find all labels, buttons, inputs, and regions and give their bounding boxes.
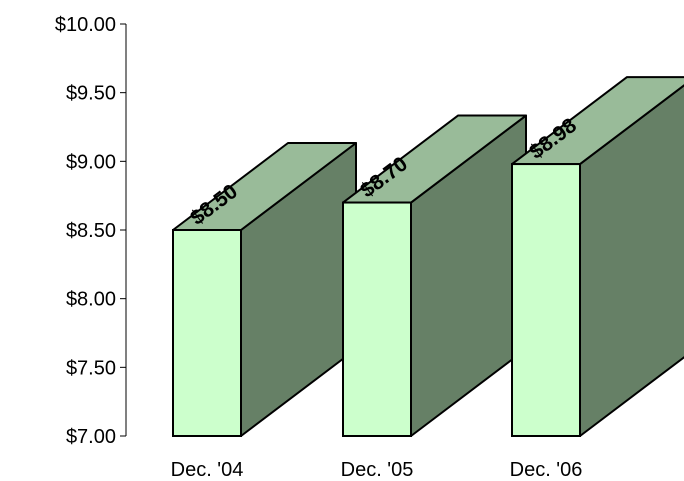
bars bbox=[172, 76, 684, 438]
y-tick-label: $8.50 bbox=[66, 220, 116, 242]
x-category-label: Dec. '05 bbox=[341, 459, 414, 481]
bar-front-face bbox=[342, 201, 412, 437]
y-tick-label: $10.00 bbox=[55, 14, 116, 36]
y-tick-label: $9.50 bbox=[66, 83, 116, 105]
bar-3 bbox=[511, 76, 684, 438]
y-axis: $10.00 $9.50 $9.00 $8.50 $8.00 $7.50 $7.00 bbox=[55, 14, 127, 448]
x-category-label: Dec. '06 bbox=[510, 459, 583, 481]
bar-front-face bbox=[172, 229, 242, 437]
x-category-label: Dec. '04 bbox=[171, 459, 244, 481]
bar-1 bbox=[172, 142, 357, 437]
y-tick-label: $7.00 bbox=[66, 426, 116, 448]
bar-front-face bbox=[511, 163, 581, 438]
y-tick-label: $9.00 bbox=[66, 151, 116, 173]
y-tick-label: $7.50 bbox=[66, 357, 116, 379]
y-tick-label: $8.00 bbox=[66, 289, 116, 311]
bar-2 bbox=[342, 114, 527, 437]
